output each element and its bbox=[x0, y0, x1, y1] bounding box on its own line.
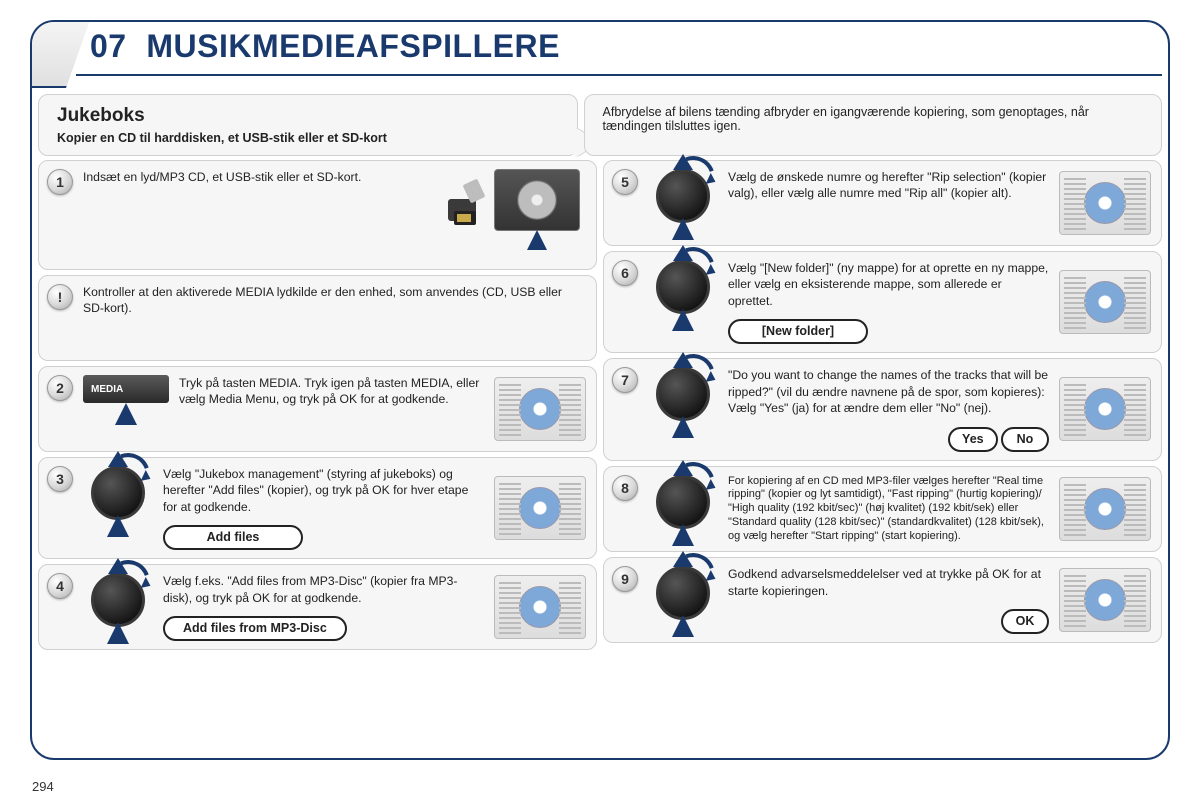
step-text: Tryk på tasten MEDIA. Tryk igen på taste… bbox=[179, 375, 484, 408]
intro-right-panel: Afbrydelse af bilens tænding afbryder en… bbox=[584, 94, 1162, 156]
left-column: 1 Indsæt en lyd/MP3 CD, et USB-stik elle… bbox=[38, 160, 597, 650]
step-text: Kontroller at den aktiverede MEDIA lydki… bbox=[83, 284, 586, 317]
rotary-dial-icon bbox=[648, 260, 718, 314]
intro-title: Jukeboks bbox=[57, 105, 559, 127]
page-number: 294 bbox=[32, 779, 54, 794]
step-6: 6 Vælg "[New folder]" (ny mappe) for at … bbox=[603, 251, 1162, 353]
step-badge: 4 bbox=[47, 573, 73, 599]
screen-thumbnail bbox=[1059, 171, 1151, 235]
page-frame: 07 MUSIKMEDIEAFSPILLERE Jukeboks Kopier … bbox=[30, 20, 1170, 760]
step-badge: 1 bbox=[47, 169, 73, 195]
step-9: 9 Godkend advarselsmeddelelser ved at tr… bbox=[603, 557, 1162, 643]
intro-note: Afbrydelse af bilens tænding afbryder en… bbox=[603, 105, 1089, 133]
step-badge: 6 bbox=[612, 260, 638, 286]
step-text: Vælg "Jukebox management" (styring af ju… bbox=[163, 466, 484, 550]
step-1: 1 Indsæt en lyd/MP3 CD, et USB-stik elle… bbox=[38, 160, 597, 270]
step-text: Indsæt en lyd/MP3 CD, et USB-stik eller … bbox=[83, 169, 426, 185]
rotary-dial-icon bbox=[648, 566, 718, 620]
rotary-dial-icon bbox=[83, 466, 153, 520]
rotary-dial-icon bbox=[648, 475, 718, 529]
media-inserts-icon bbox=[436, 169, 586, 231]
intro-subtitle: Kopier en CD til harddisken, et USB-stik… bbox=[57, 131, 559, 145]
step-text: "Do you want to change the names of the … bbox=[728, 367, 1049, 451]
header: 07 MUSIKMEDIEAFSPILLERE bbox=[32, 22, 1168, 90]
step-!: ! Kontroller at den aktiverede MEDIA lyd… bbox=[38, 275, 597, 361]
step-text: Godkend advarselsmeddelelser ved at tryk… bbox=[728, 566, 1049, 634]
header-underline bbox=[76, 74, 1162, 76]
step-8: 8 For kopiering af en CD med MP3-filer v… bbox=[603, 466, 1162, 553]
option-pill: Add files bbox=[163, 525, 303, 550]
header-chevron bbox=[30, 20, 90, 88]
right-column: 5 Vælg de ønskede numre og herefter "Rip… bbox=[603, 160, 1162, 650]
step-badge: 9 bbox=[612, 566, 638, 592]
columns: 1 Indsæt en lyd/MP3 CD, et USB-stik elle… bbox=[32, 160, 1168, 650]
option-pill: No bbox=[1001, 427, 1049, 452]
media-button-icon: MEDIA bbox=[83, 375, 169, 403]
step-badge: 5 bbox=[612, 169, 638, 195]
option-pill: Yes bbox=[948, 427, 998, 452]
screen-thumbnail bbox=[494, 476, 586, 540]
intro-row: Jukeboks Kopier en CD til harddisken, et… bbox=[32, 90, 1168, 160]
rotary-dial-icon bbox=[648, 169, 718, 223]
screen-thumbnail bbox=[1059, 270, 1151, 334]
step-4: 4 Vælg f.eks. "Add files from MP3-Disc" … bbox=[38, 564, 597, 650]
option-pill: Add files from MP3-Disc bbox=[163, 616, 347, 641]
step-badge: ! bbox=[47, 284, 73, 310]
section-title: MUSIKMEDIEAFSPILLERE bbox=[146, 28, 560, 64]
step-text: Vælg de ønskede numre og herefter "Rip s… bbox=[728, 169, 1049, 202]
step-badge: 8 bbox=[612, 475, 638, 501]
step-badge: 7 bbox=[612, 367, 638, 393]
screen-thumbnail bbox=[494, 377, 586, 441]
cd-unit-icon bbox=[494, 169, 580, 231]
page-title: 07 MUSIKMEDIEAFSPILLERE bbox=[90, 28, 560, 65]
step-2: 2 MEDIA Tryk på tasten MEDIA. Tryk igen … bbox=[38, 366, 597, 452]
step-3: 3 Vælg "Jukebox management" (styring af … bbox=[38, 457, 597, 559]
section-number: 07 bbox=[90, 28, 127, 65]
screen-thumbnail bbox=[1059, 377, 1151, 441]
usb-stick-icon bbox=[442, 173, 488, 227]
option-pill: OK bbox=[1001, 609, 1049, 634]
step-7: 7 "Do you want to change the names of th… bbox=[603, 358, 1162, 460]
rotary-dial-icon bbox=[83, 573, 153, 627]
step-badge: 3 bbox=[47, 466, 73, 492]
screen-thumbnail bbox=[1059, 477, 1151, 541]
screen-thumbnail bbox=[494, 575, 586, 639]
step-text: For kopiering af en CD med MP3-filer væl… bbox=[728, 475, 1049, 544]
step-text: Vælg "[New folder]" (ny mappe) for at op… bbox=[728, 260, 1049, 344]
step-5: 5 Vælg de ønskede numre og herefter "Rip… bbox=[603, 160, 1162, 246]
step-text: Vælg f.eks. "Add files from MP3-Disc" (k… bbox=[163, 573, 484, 641]
rotary-dial-icon bbox=[648, 367, 718, 421]
step-badge: 2 bbox=[47, 375, 73, 401]
option-pill: [New folder] bbox=[728, 319, 868, 344]
intro-left-panel: Jukeboks Kopier en CD til harddisken, et… bbox=[38, 94, 578, 156]
screen-thumbnail bbox=[1059, 568, 1151, 632]
